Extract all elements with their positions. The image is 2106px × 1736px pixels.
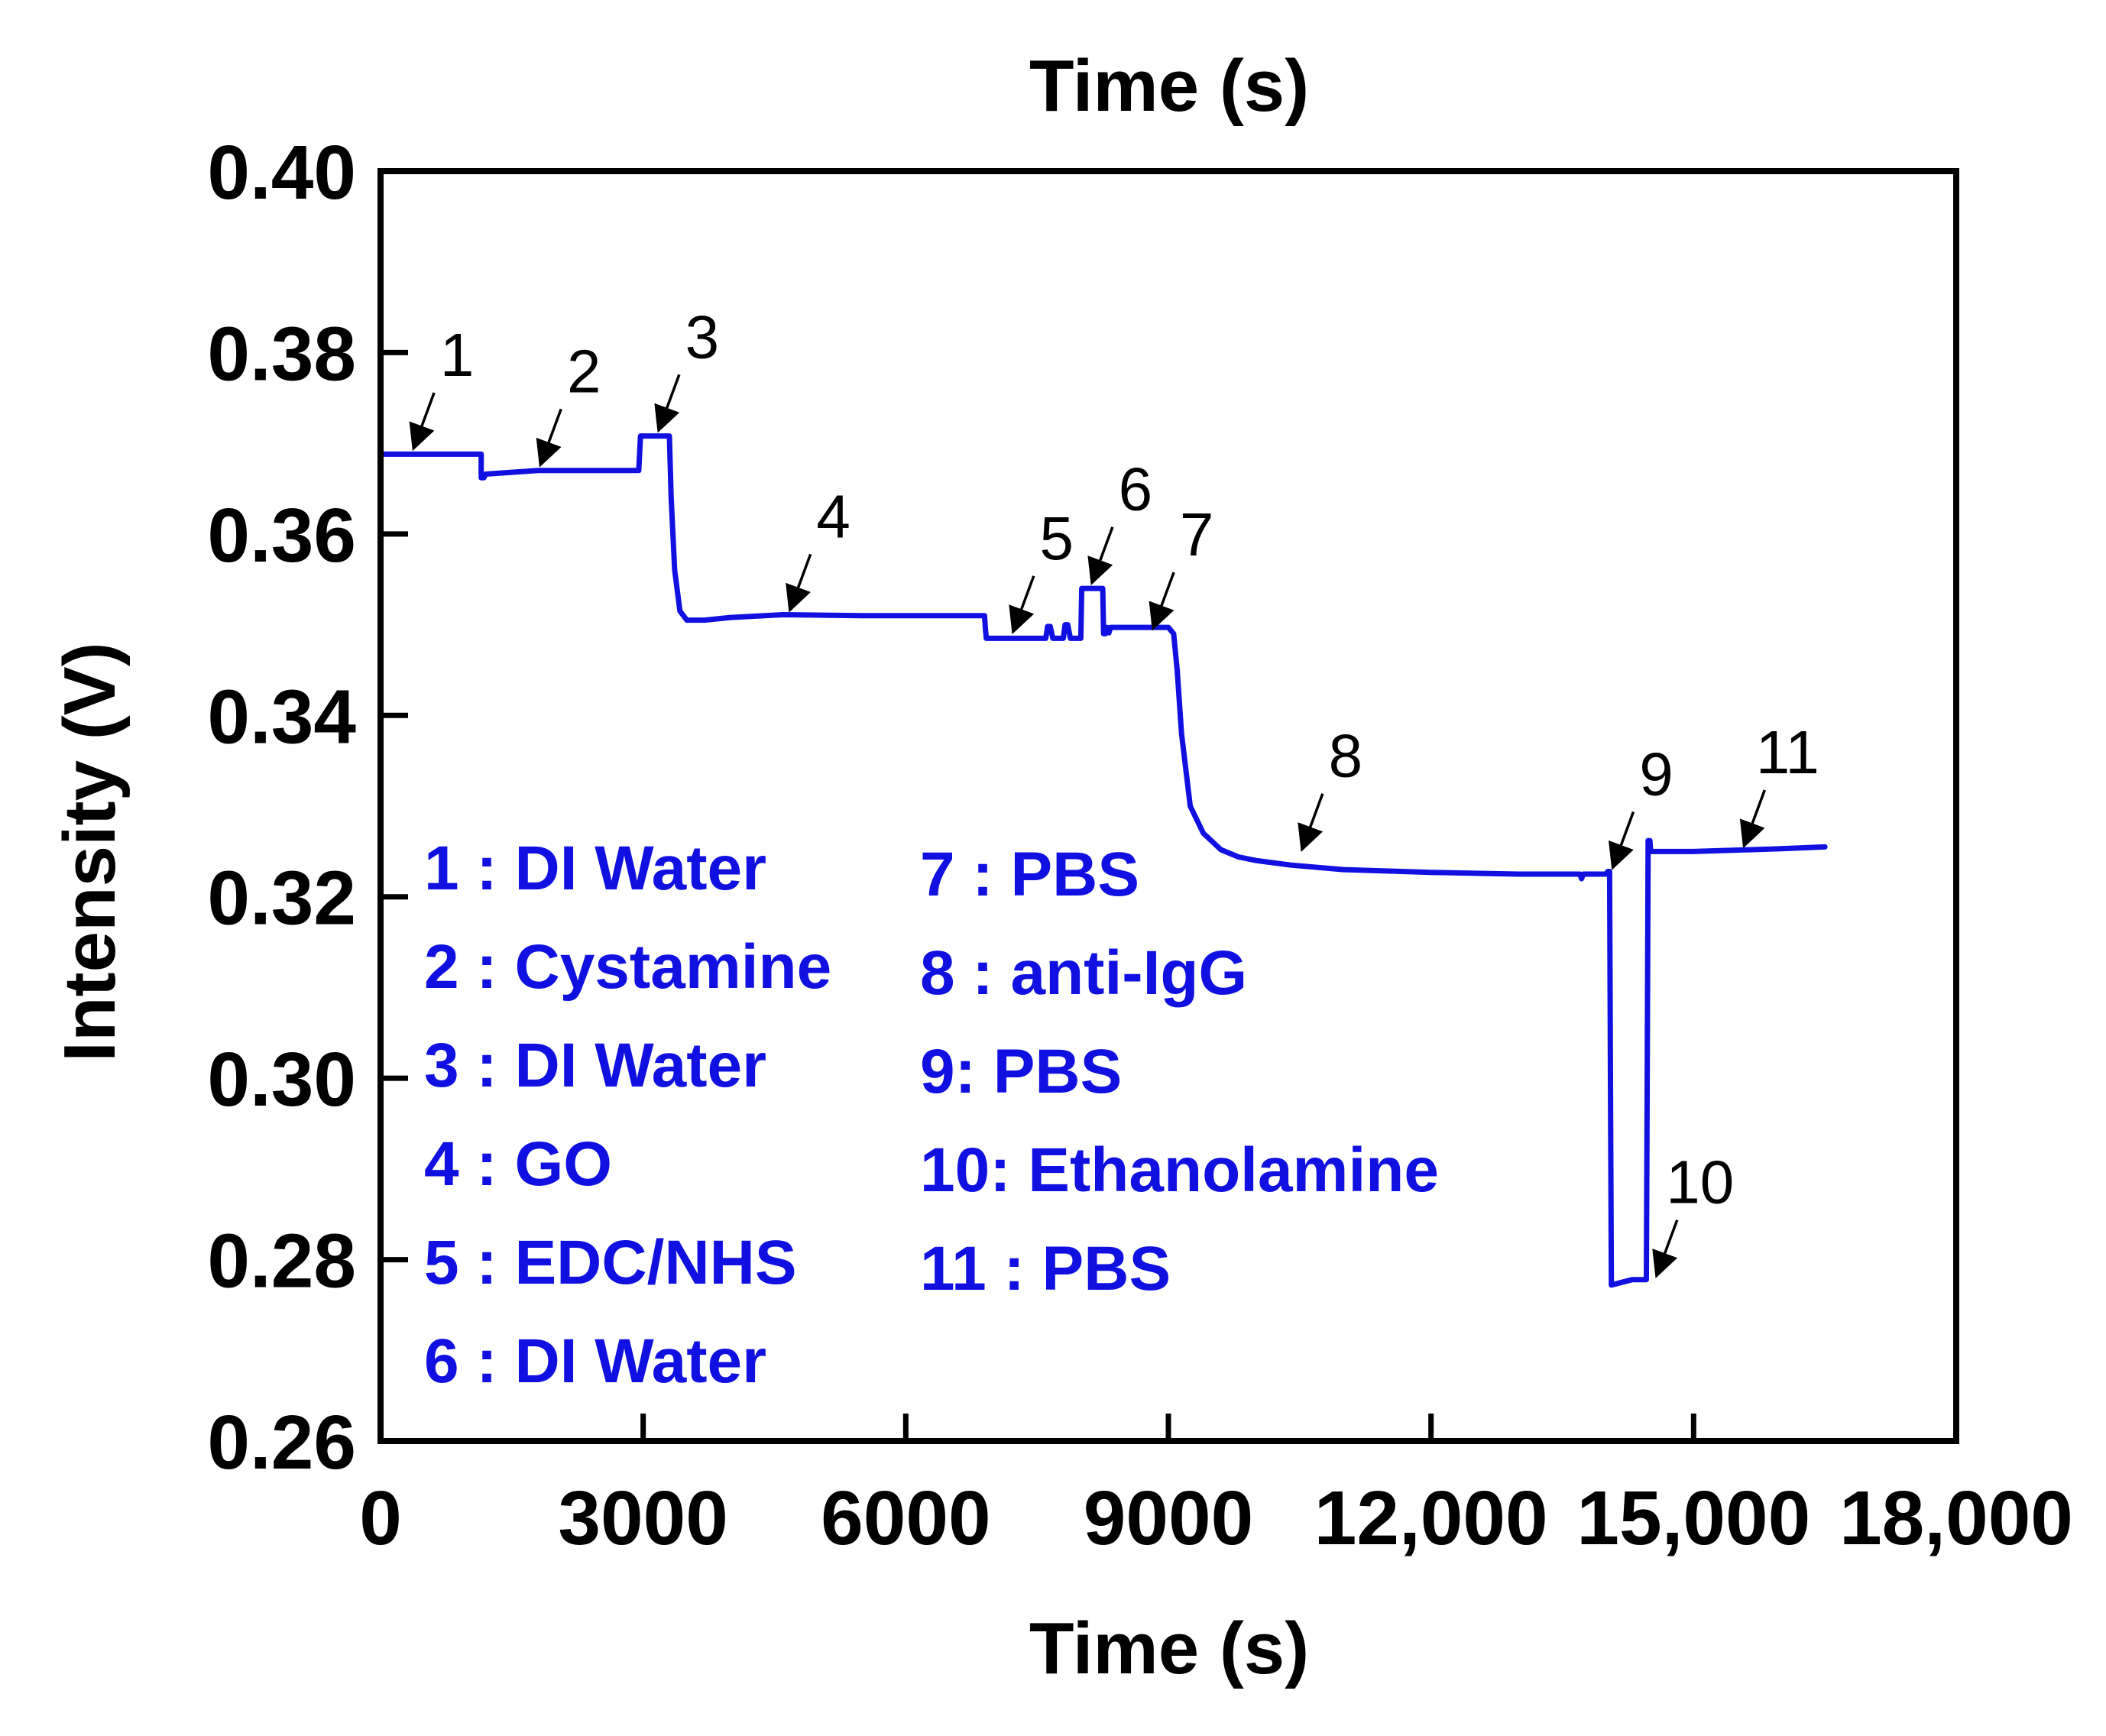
annotation-marker: 10 <box>1652 1148 1734 1278</box>
y-axis-title: Intensity (V) <box>49 642 131 1061</box>
y-tick-label: 0.32 <box>207 856 356 941</box>
annotation-label: 7 <box>1180 500 1214 568</box>
x-axis-title: Time (s) <box>1029 1608 1309 1689</box>
legend-column-2: 7 : PBS 8 : anti-IgG 9: PBS 10: Ethanolamin… <box>920 840 1439 1304</box>
annotation-marker: 5 <box>1009 504 1074 635</box>
annotation-marker: 7 <box>1149 500 1214 631</box>
legend-item: 11 : PBS <box>920 1234 1171 1304</box>
x-tick-label: 12,000 <box>1314 1475 1548 1561</box>
legend-item: 3 : DI Water <box>424 1031 766 1100</box>
legend: 1 : DI Water 2 : Cystamine 3 : DI Water 4 :… <box>424 834 1439 1396</box>
legend-item: 5 : EDC/NHS <box>424 1228 797 1297</box>
y-tick-label: 0.40 <box>207 130 356 215</box>
annotation-marker: 11 <box>1739 718 1819 849</box>
annotation-arrow <box>1087 526 1114 585</box>
legend-item: 10: Ethanolamine <box>920 1135 1439 1205</box>
annotation-arrow <box>1739 789 1766 849</box>
annotation-label: 5 <box>1040 504 1074 572</box>
annotation-arrow <box>1009 575 1035 635</box>
y-tick-label: 0.34 <box>207 674 356 760</box>
annotation-arrow <box>1149 572 1175 631</box>
annotation-marker: 2 <box>536 337 601 468</box>
x-tick-label: 3000 <box>558 1475 727 1561</box>
annotation-label: 6 <box>1119 455 1153 523</box>
annotation-marker: 3 <box>654 303 720 433</box>
legend-item: 1 : DI Water <box>424 834 766 903</box>
legend-item: 2 : Cystamine <box>424 932 831 1002</box>
annotation-arrow <box>1609 811 1635 870</box>
annotation-label: 10 <box>1666 1148 1734 1216</box>
annotation-arrow <box>409 392 436 452</box>
annotation-arrow <box>1298 793 1324 853</box>
x-tick-label: 9000 <box>1084 1475 1253 1561</box>
plot-frame <box>377 168 1959 1444</box>
annotation-label: 2 <box>567 337 601 405</box>
y-tick-label: 0.36 <box>207 493 356 578</box>
annotation-label: 8 <box>1329 722 1363 790</box>
x-tick-label: 18,000 <box>1839 1475 2073 1561</box>
y-tick-label: 0.26 <box>207 1400 356 1485</box>
legend-item: 4 : GO <box>424 1129 612 1199</box>
annotation-marker: 1 <box>409 321 475 452</box>
legend-column-1: 1 : DI Water 2 : Cystamine 3 : DI Water 4 :… <box>424 834 831 1396</box>
annotations: 1 2 3 4 567 8 9 10 11 <box>409 303 1819 1278</box>
series-layer <box>377 433 1828 1288</box>
y-tick-label: 0.38 <box>207 311 356 397</box>
annotation-arrow <box>1652 1219 1679 1278</box>
axis-ticks <box>377 168 1959 1444</box>
x-tick-label: 6000 <box>821 1475 990 1561</box>
series-line-intensity <box>377 433 1828 1288</box>
annotation-arrow <box>786 553 812 613</box>
annotation-label: 3 <box>685 303 720 371</box>
y-tick-label: 0.28 <box>207 1219 356 1304</box>
annotation-arrow <box>654 374 681 433</box>
annotation-marker: 4 <box>786 482 851 613</box>
annotation-label: 11 <box>1756 718 1819 786</box>
legend-item: 8 : anti-IgG <box>920 938 1247 1008</box>
legend-item: 7 : PBS <box>920 840 1139 909</box>
y-tick-label: 0.30 <box>207 1037 356 1122</box>
annotation-label: 1 <box>440 321 475 389</box>
legend-item: 9: PBS <box>920 1037 1122 1106</box>
annotation-arrow <box>536 408 562 468</box>
annotation-marker: 9 <box>1609 740 1673 870</box>
annotation-label: 9 <box>1639 740 1673 808</box>
annotation-label: 4 <box>816 482 851 550</box>
annotation-marker: 6 <box>1087 455 1153 585</box>
x-tick-label: 0 <box>359 1475 402 1561</box>
tick-labels: 0 3000 6000 9000 12,000 15,000 18,000 0.26 0.28 0… <box>207 130 2073 1561</box>
chart-top-title: Time (s) <box>1029 45 1309 127</box>
legend-item: 6 : DI Water <box>424 1326 766 1396</box>
x-tick-label: 15,000 <box>1576 1475 1810 1561</box>
annotation-marker: 8 <box>1298 722 1363 853</box>
